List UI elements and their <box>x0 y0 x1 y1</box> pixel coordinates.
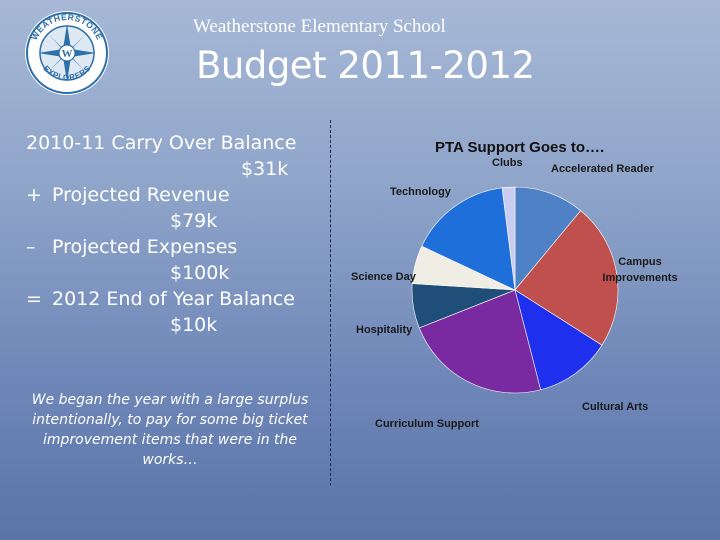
pie-slice-curriculum-support <box>418 289 541 394</box>
summary-label-revenue: Projected Revenue <box>52 184 230 206</box>
pie-slice-clubs <box>501 186 516 291</box>
summary-sign-minus: – <box>26 236 36 258</box>
summary-amount-revenue: $79k <box>170 210 218 232</box>
summary-label-expenses: Projected Expenses <box>52 236 238 258</box>
pie-label-technology: Technology <box>390 186 452 198</box>
pie-label-hospitality: Hospitality <box>356 324 413 336</box>
pie-label-campus-improvements: Campus Improvements <box>602 256 677 284</box>
summary-amount-expenses: $100k <box>170 262 230 284</box>
budget-summary: 2010-11 Carry Over Balance $31k + Project… <box>26 130 316 338</box>
summary-sign-plus: + <box>26 184 42 206</box>
pie-label-cultural-arts: Cultural Arts <box>582 401 648 413</box>
school-name: Weatherstone Elementary School <box>193 16 446 37</box>
pie-slice-campus-improvements <box>514 210 619 346</box>
pta-pie-chart: PTA Support Goes to…. Accelerated Reader… <box>351 139 678 430</box>
summary-amount-carry-over: $31k <box>241 158 289 180</box>
pie-label-curriculum-support: Curriculum Support <box>375 418 479 430</box>
pie-slice-accelerated-reader <box>514 186 582 291</box>
pie-label-accelerated-reader: Accelerated Reader <box>551 163 654 175</box>
pie-slice-technology <box>421 187 516 291</box>
column-divider <box>330 120 331 486</box>
pie-label-clubs: Clubs <box>492 157 523 169</box>
chart-title: PTA Support Goes to…. <box>435 139 604 156</box>
school-logo: W WEATHERSTONE EXPLORERS <box>25 11 109 95</box>
summary-sign-equals: = <box>26 288 42 310</box>
budget-note: We began the year with a large surplus i… <box>31 392 309 468</box>
pie-slice-cultural-arts <box>514 289 603 391</box>
page-title: Budget 2011-2012 <box>196 44 535 87</box>
pie-label-science-day: Science Day <box>351 271 417 283</box>
summary-label-end-balance: 2012 End of Year Balance <box>52 288 295 310</box>
summary-amount-end-balance: $10k <box>170 314 218 336</box>
summary-label-carry-over: 2010-11 Carry Over Balance <box>26 132 297 154</box>
logo-letter: W <box>62 48 73 60</box>
